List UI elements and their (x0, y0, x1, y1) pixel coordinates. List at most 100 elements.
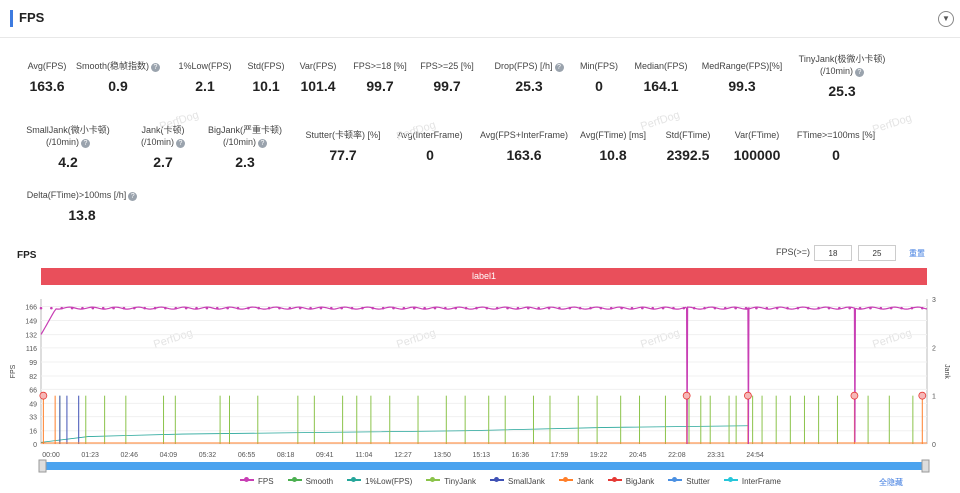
chevron-down-icon[interactable]: ▼ (938, 11, 954, 27)
metric-card: Std(FTime) 2392.5 (628, 129, 748, 163)
legend-item[interactable]: 1%Low(FPS) (347, 477, 412, 486)
metric-label: FPS>=18 [%] (353, 61, 407, 71)
x-tick-label: 16:36 (512, 452, 530, 459)
legend-label: FPS (258, 477, 274, 486)
slider-handle-right[interactable] (921, 459, 930, 473)
metric-label-unit: (/10min)? (782, 65, 902, 77)
x-tick-label: 09:41 (316, 452, 334, 459)
legend-swatch (347, 477, 362, 482)
legend-item[interactable]: BigJank (607, 477, 655, 486)
fps-point (423, 306, 426, 310)
metric-label: Avg(InterFrame) (397, 130, 463, 140)
metric-value: 13.8 (68, 207, 96, 223)
fps-point (755, 306, 758, 310)
fps-point (599, 306, 603, 310)
fps-point (547, 306, 551, 310)
metric-card: BigJank(严重卡顿) (/10min)? 2.3 (185, 124, 305, 170)
y-left-tick-label: 66 (29, 387, 37, 394)
legend-item[interactable]: InterFrame (723, 477, 781, 486)
fps-point (692, 306, 696, 310)
help-icon[interactable]: ? (81, 139, 90, 148)
legend-swatch (426, 477, 441, 482)
legend-label: BigJank (625, 477, 655, 486)
metric-value: 77.7 (329, 147, 357, 163)
label-bar[interactable]: label1 (41, 268, 927, 285)
help-icon[interactable]: ? (258, 139, 267, 148)
reset-button[interactable]: 重置 (909, 249, 925, 258)
y-left-tick-label: 82 (29, 374, 37, 381)
legend-item[interactable]: FPS (240, 477, 274, 486)
x-tick-label: 12:27 (394, 452, 412, 459)
fps-point (889, 306, 893, 310)
metric-card: FPS>=18 [%] 99.7 (320, 60, 440, 94)
metric-card: Delta(FTime)>100ms [/h]? 13.8 (22, 189, 142, 223)
legend-label: SmallJank (507, 477, 545, 486)
metric-value: 0 (426, 147, 434, 163)
metric-card: Var(FTime) 100000 (697, 129, 817, 163)
fps-point (765, 306, 769, 310)
fps-threshold-high-input[interactable] (858, 245, 896, 261)
metric-label: Min(FPS) (580, 61, 618, 71)
fps-point (620, 306, 623, 310)
header-accent-bar (10, 10, 13, 27)
metric-card: Avg(InterFrame) 0 (370, 129, 490, 163)
hide-all-button[interactable]: 全隐藏 (879, 478, 903, 487)
fps-point (247, 306, 250, 310)
metric-value: 0.9 (108, 78, 128, 94)
help-icon[interactable]: ? (151, 63, 160, 72)
legend-item[interactable]: SmallJank (489, 477, 545, 486)
metric-card: Jank(卡顿) (/10min)? 2.7 (103, 124, 223, 170)
help-icon[interactable]: ? (176, 139, 185, 148)
legend-item[interactable]: Smooth (287, 477, 333, 486)
series-1pct-low-line (40, 425, 748, 443)
fps-point (392, 306, 395, 310)
fps-point (796, 306, 800, 310)
legend-item[interactable]: Jank (558, 477, 594, 486)
x-tick-label: 04:09 (160, 452, 178, 459)
fps-point (641, 306, 644, 310)
x-tick-label: 15:13 (473, 452, 491, 459)
legend-label: 1%Low(FPS) (365, 477, 413, 486)
fps-point (537, 306, 540, 310)
y-left-tick-label: 49 (29, 401, 37, 408)
fps-point (371, 306, 375, 310)
section-header: FPS ▼ (0, 0, 960, 38)
fps-point (672, 306, 675, 310)
fps-point (879, 306, 883, 310)
help-icon[interactable]: ? (128, 192, 138, 201)
legend-label: Jank (576, 477, 594, 486)
fps-point (744, 306, 748, 310)
fps-point (527, 306, 530, 310)
metric-card: FPS>=25 [%] 99.7 (387, 60, 507, 94)
x-tick-label: 17:59 (551, 452, 569, 459)
legend-item[interactable]: TinyJank (426, 477, 476, 486)
metric-card: MedRange(FPS)[%] 99.3 (682, 60, 802, 94)
metric-value: 25.3 (828, 83, 856, 99)
legend-item[interactable]: Stutter (668, 477, 710, 486)
fps-threshold-low-input[interactable] (814, 245, 852, 261)
fps-point (195, 306, 198, 310)
fps-point (920, 306, 924, 310)
time-range-slider[interactable] (41, 462, 927, 470)
y-left-tick-label: 132 (25, 333, 37, 340)
metric-label: TinyJank(极微小卡顿) (798, 54, 886, 64)
metric-card: Avg(FTime) [ms] 10.8 (553, 129, 673, 163)
metric-card: Stutter(卡顿率) [%] 77.7 (283, 129, 403, 163)
x-tick-label: 13:50 (433, 452, 451, 459)
metric-card: Drop(FPS) [/h]? 25.3 (469, 60, 589, 94)
metric-label: SmallJank(微小卡顿) (26, 125, 110, 135)
x-tick-label: 08:18 (277, 452, 295, 459)
fps-point (651, 306, 655, 310)
y-right-tick-label: 0 (932, 442, 936, 449)
y-left-tick-label: 0 (33, 442, 37, 449)
help-icon[interactable]: ? (855, 68, 864, 77)
legend-label: Stutter (686, 477, 710, 486)
help-icon[interactable]: ? (554, 63, 564, 72)
metric-value: 2.3 (235, 154, 255, 170)
metric-card: Std(FPS) 10.1 (206, 60, 326, 94)
fps-point (309, 306, 312, 310)
series-fps-line (40, 306, 928, 445)
slider-handle-left[interactable] (38, 459, 47, 473)
fps-point (350, 306, 354, 310)
